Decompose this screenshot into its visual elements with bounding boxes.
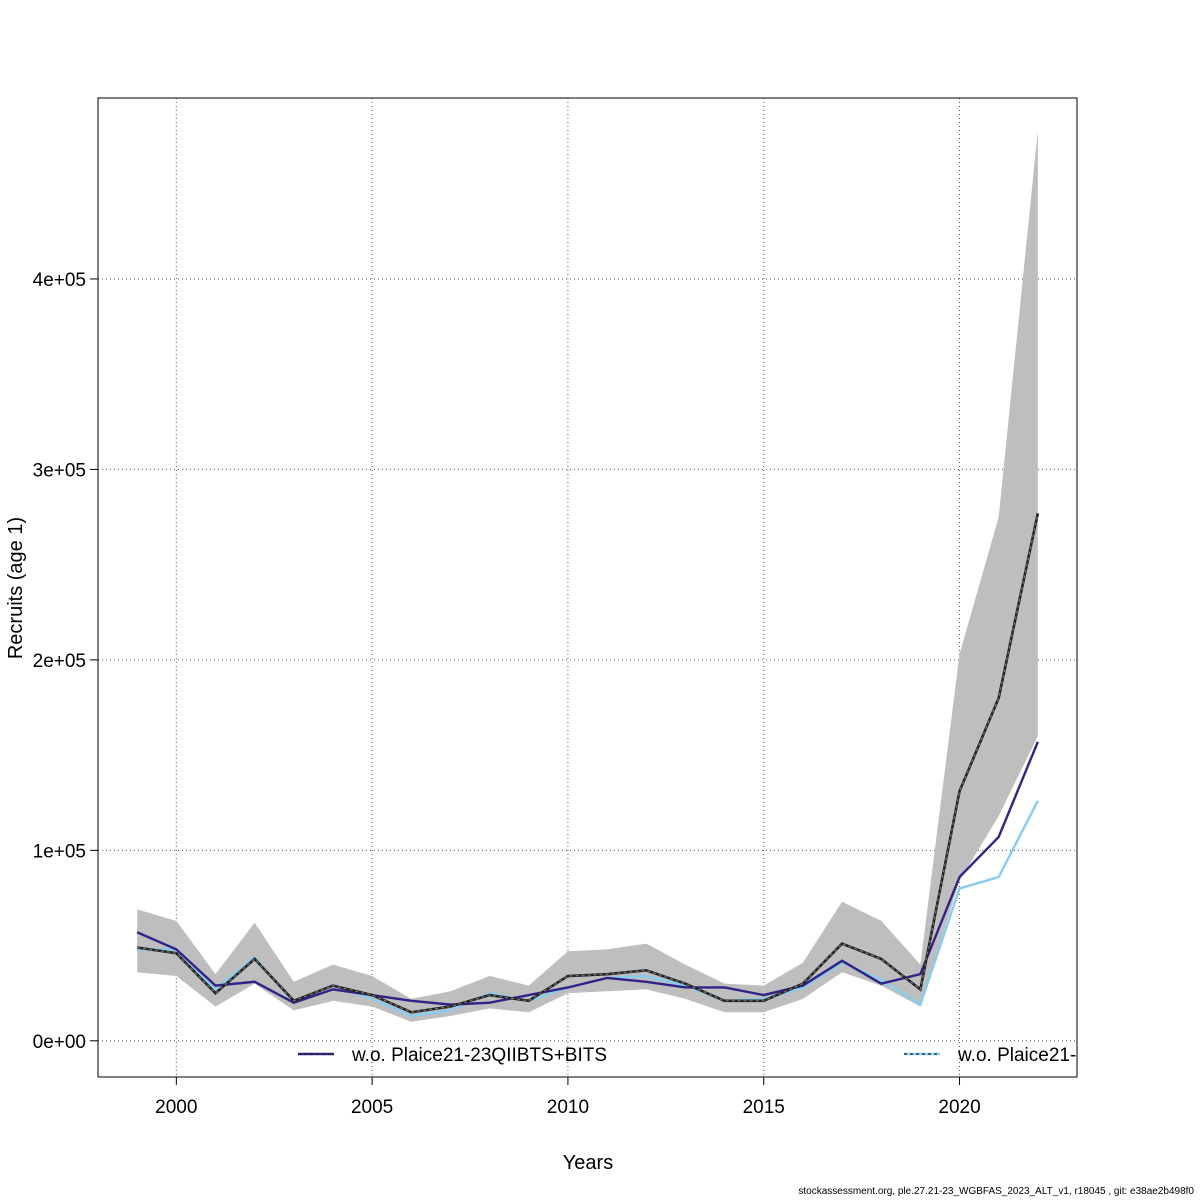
y-tick-label: 0e+00 [33, 1032, 86, 1053]
legend-label: w.o. Plaice21-23QIIBTS+BITS [351, 1045, 607, 1066]
series-line-without-qiibts-bits [136, 741, 1039, 1006]
x-tick-label: 2015 [743, 1097, 785, 1118]
series-line-estimate-dash [137, 513, 1039, 1013]
y-tick-label: 3e+05 [33, 460, 86, 481]
legend: w.o. Plaice21-23QIIBTS+BITS w.o. Plaice21… [298, 1045, 1076, 1066]
x-tick-label: 2010 [547, 1097, 589, 1118]
y-axis: 0e+00 1e+05 2e+05 3e+05 4e+05 [33, 270, 99, 1053]
y-axis-title: Recruits (age 1) [5, 517, 27, 659]
x-axis: 2000 2005 2010 2015 2020 [155, 1076, 981, 1118]
legend-label: w.o. Plaice21- [957, 1045, 1076, 1066]
x-axis-title: Years [563, 1152, 613, 1174]
y-tick-label: 1e+05 [33, 841, 86, 862]
footer-caption: stockassessment.org, ple.27.21-23_WGBFAS… [798, 1186, 1194, 1197]
x-tick-label: 2005 [351, 1097, 393, 1118]
x-tick-label: 2000 [155, 1097, 197, 1118]
series-lines [136, 512, 1040, 1018]
x-tick-label: 2020 [938, 1097, 980, 1118]
y-tick-label: 2e+05 [33, 651, 86, 672]
y-tick-label: 4e+05 [33, 270, 86, 291]
